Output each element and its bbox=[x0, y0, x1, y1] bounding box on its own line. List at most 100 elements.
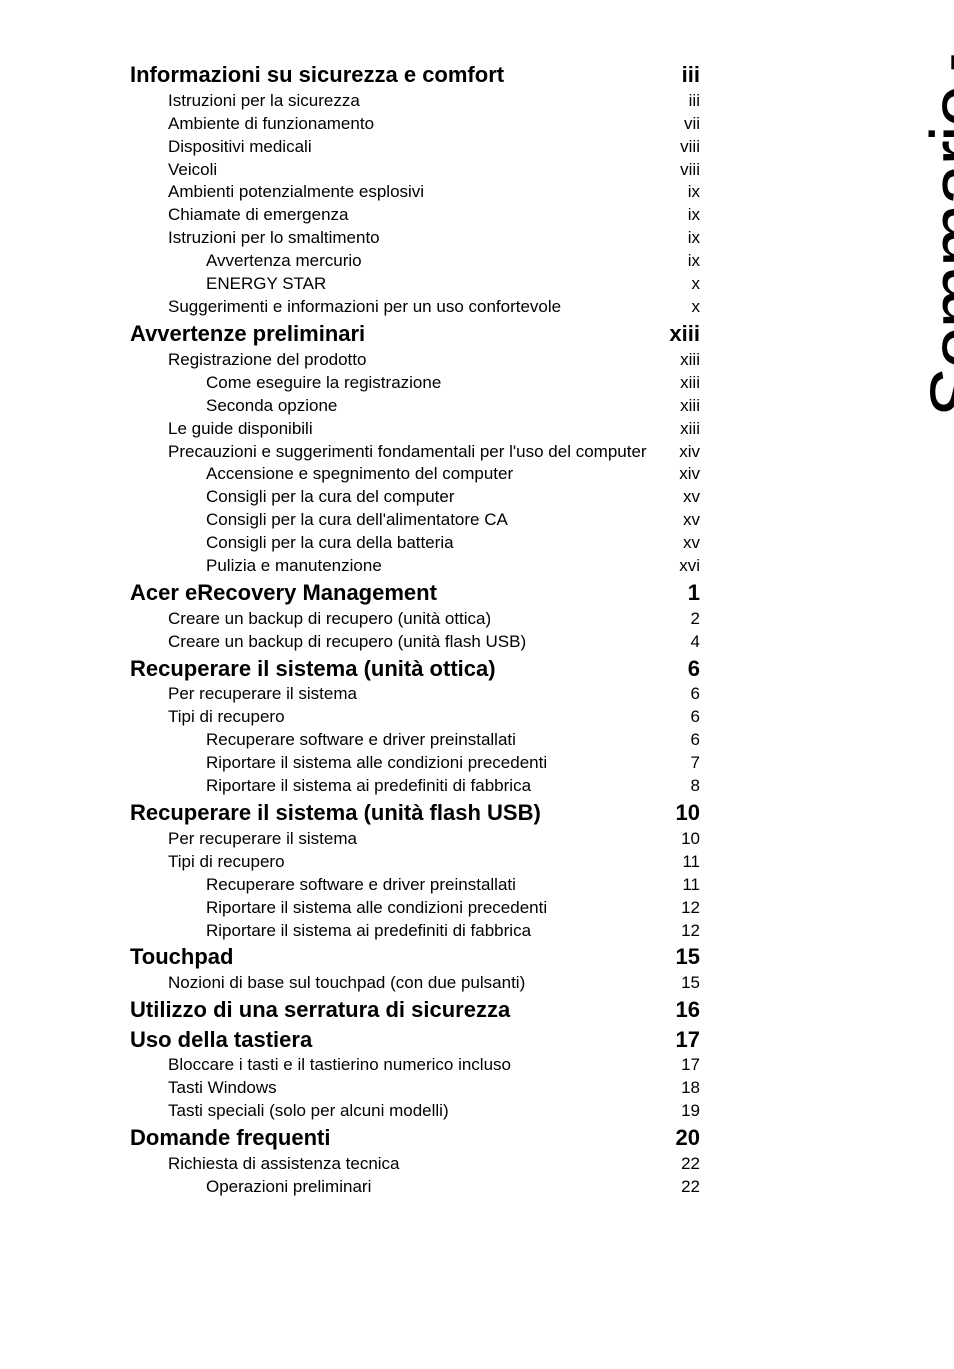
toc-entry-page: xiii bbox=[660, 418, 700, 441]
toc-entry[interactable]: Riportare il sistema alle condizioni pre… bbox=[130, 752, 700, 775]
toc-entry[interactable]: Domande frequenti20 bbox=[130, 1123, 700, 1153]
toc-entry[interactable]: Operazioni preliminari22 bbox=[130, 1176, 700, 1199]
toc-entry[interactable]: Uso della tastiera17 bbox=[130, 1025, 700, 1055]
toc-entry[interactable]: Chiamate di emergenzaix bbox=[130, 204, 700, 227]
toc-entry-page: 6 bbox=[660, 654, 700, 684]
toc-entry[interactable]: Creare un backup di recupero (unità flas… bbox=[130, 631, 700, 654]
toc-entry-title: Ambiente di funzionamento bbox=[168, 113, 660, 136]
toc-entry[interactable]: Come eseguire la registrazionexiii bbox=[130, 372, 700, 395]
toc-entry[interactable]: Ambiente di funzionamentovii bbox=[130, 113, 700, 136]
toc-entry-title: Creare un backup di recupero (unità otti… bbox=[168, 608, 660, 631]
toc-entry[interactable]: Tasti Windows18 bbox=[130, 1077, 700, 1100]
toc-entry-title: Consigli per la cura della batteria bbox=[206, 532, 660, 555]
toc-entry-page: 6 bbox=[660, 706, 700, 729]
toc-entry[interactable]: Seconda opzionexiii bbox=[130, 395, 700, 418]
toc-entry-page: 15 bbox=[660, 972, 700, 995]
toc-entry-title: Riportare il sistema ai predefiniti di f… bbox=[206, 775, 660, 798]
toc-entry[interactable]: Touchpad15 bbox=[130, 942, 700, 972]
toc-entry-title: Ambienti potenzialmente esplosivi bbox=[168, 181, 660, 204]
toc-entry[interactable]: Registrazione del prodottoxiii bbox=[130, 349, 700, 372]
toc-entry[interactable]: Acer eRecovery Management1 bbox=[130, 578, 700, 608]
toc-entry[interactable]: Bloccare i tasti e il tastierino numeric… bbox=[130, 1054, 700, 1077]
toc-entry[interactable]: Recuperare il sistema (unità ottica)6 bbox=[130, 654, 700, 684]
toc-entry-page: xiii bbox=[660, 395, 700, 418]
table-of-contents: Informazioni su sicurezza e comfortiiiIs… bbox=[130, 60, 700, 1199]
toc-entry[interactable]: Per recuperare il sistema10 bbox=[130, 828, 700, 851]
toc-entry[interactable]: Avvertenze preliminarixiii bbox=[130, 319, 700, 349]
toc-entry[interactable]: Istruzioni per la sicurezzaiii bbox=[130, 90, 700, 113]
toc-entry-page: 22 bbox=[660, 1153, 700, 1176]
toc-entry-page: xiii bbox=[660, 372, 700, 395]
side-title: Sommario bbox=[914, 55, 954, 417]
toc-entry[interactable]: Avvertenza mercurioix bbox=[130, 250, 700, 273]
toc-entry[interactable]: Richiesta di assistenza tecnica22 bbox=[130, 1153, 700, 1176]
toc-entry-page: 11 bbox=[660, 851, 700, 874]
toc-entry[interactable]: Creare un backup di recupero (unità otti… bbox=[130, 608, 700, 631]
toc-entry-title: Come eseguire la registrazione bbox=[206, 372, 660, 395]
toc-entry[interactable]: Accensione e spegnimento del computerxiv bbox=[130, 463, 700, 486]
toc-entry-page: 6 bbox=[660, 729, 700, 752]
toc-entry[interactable]: Recuperare software e driver preinstalla… bbox=[130, 874, 700, 897]
side-title-bullet-icon bbox=[951, 55, 954, 69]
toc-entry[interactable]: Dispositivi medicaliviii bbox=[130, 136, 700, 159]
toc-entry[interactable]: Recuperare software e driver preinstalla… bbox=[130, 729, 700, 752]
toc-entry-title: Riportare il sistema alle condizioni pre… bbox=[206, 752, 660, 775]
toc-entry-title: Accensione e spegnimento del computer bbox=[206, 463, 660, 486]
toc-entry-title: Creare un backup di recupero (unità flas… bbox=[168, 631, 660, 654]
toc-entry[interactable]: Consigli per la cura dell'alimentatore C… bbox=[130, 509, 700, 532]
toc-entry[interactable]: Informazioni su sicurezza e comfortiii bbox=[130, 60, 700, 90]
toc-entry-title: Veicoli bbox=[168, 159, 660, 182]
toc-entry[interactable]: Veicoliviii bbox=[130, 159, 700, 182]
toc-entry-page: 19 bbox=[660, 1100, 700, 1123]
toc-entry[interactable]: Riportare il sistema ai predefiniti di f… bbox=[130, 775, 700, 798]
toc-entry[interactable]: ENERGY STARx bbox=[130, 273, 700, 296]
toc-entry-page: viii bbox=[660, 136, 700, 159]
toc-entry-title: Precauzioni e suggerimenti fondamentali … bbox=[168, 441, 660, 464]
toc-entry-title: Istruzioni per lo smaltimento bbox=[168, 227, 660, 250]
side-title-text: Sommario bbox=[914, 87, 954, 417]
toc-entry-title: Operazioni preliminari bbox=[206, 1176, 660, 1199]
toc-entry-title: Tasti Windows bbox=[168, 1077, 660, 1100]
toc-entry-title: Chiamate di emergenza bbox=[168, 204, 660, 227]
toc-entry-page: 10 bbox=[660, 828, 700, 851]
toc-entry-page: xv bbox=[660, 532, 700, 555]
toc-entry-title: Uso della tastiera bbox=[130, 1025, 660, 1055]
toc-entry-page: ix bbox=[660, 204, 700, 227]
toc-entry-title: Tipi di recupero bbox=[168, 851, 660, 874]
toc-entry[interactable]: Riportare il sistema ai predefiniti di f… bbox=[130, 920, 700, 943]
toc-entry[interactable]: Utilizzo di una serratura di sicurezza16 bbox=[130, 995, 700, 1025]
toc-entry[interactable]: Consigli per la cura del computerxv bbox=[130, 486, 700, 509]
toc-entry-page: x bbox=[660, 273, 700, 296]
toc-entry[interactable]: Pulizia e manutenzionexvi bbox=[130, 555, 700, 578]
toc-entry[interactable]: Suggerimenti e informazioni per un uso c… bbox=[130, 296, 700, 319]
toc-entry-title: Riportare il sistema ai predefiniti di f… bbox=[206, 920, 660, 943]
toc-entry-page: ix bbox=[660, 250, 700, 273]
toc-entry[interactable]: Le guide disponibilixiii bbox=[130, 418, 700, 441]
toc-entry-title: Recuperare software e driver preinstalla… bbox=[206, 874, 660, 897]
toc-entry[interactable]: Tipi di recupero11 bbox=[130, 851, 700, 874]
toc-entry-page: 6 bbox=[660, 683, 700, 706]
toc-entry[interactable]: Tipi di recupero6 bbox=[130, 706, 700, 729]
toc-entry[interactable]: Precauzioni e suggerimenti fondamentali … bbox=[130, 441, 700, 464]
toc-entry[interactable]: Riportare il sistema alle condizioni pre… bbox=[130, 897, 700, 920]
toc-entry[interactable]: Consigli per la cura della batteriaxv bbox=[130, 532, 700, 555]
toc-entry-title: Per recuperare il sistema bbox=[168, 683, 660, 706]
toc-entry-title: Consigli per la cura del computer bbox=[206, 486, 660, 509]
toc-entry-title: Touchpad bbox=[130, 942, 660, 972]
toc-entry-page: xv bbox=[660, 486, 700, 509]
toc-entry-title: Richiesta di assistenza tecnica bbox=[168, 1153, 660, 1176]
toc-entry-page: 11 bbox=[660, 874, 700, 897]
toc-entry-title: ENERGY STAR bbox=[206, 273, 660, 296]
toc-entry-page: vii bbox=[660, 113, 700, 136]
toc-entry-page: xiii bbox=[660, 319, 700, 349]
toc-entry[interactable]: Per recuperare il sistema6 bbox=[130, 683, 700, 706]
toc-entry[interactable]: Istruzioni per lo smaltimentoix bbox=[130, 227, 700, 250]
toc-entry-page: x bbox=[660, 296, 700, 319]
toc-entry-page: ix bbox=[660, 181, 700, 204]
toc-entry[interactable]: Nozioni di base sul touchpad (con due pu… bbox=[130, 972, 700, 995]
toc-entry[interactable]: Recuperare il sistema (unità flash USB)1… bbox=[130, 798, 700, 828]
toc-entry[interactable]: Ambienti potenzialmente esplosiviix bbox=[130, 181, 700, 204]
toc-entry[interactable]: Tasti speciali (solo per alcuni modelli)… bbox=[130, 1100, 700, 1123]
toc-entry-page: 17 bbox=[660, 1025, 700, 1055]
toc-entry-title: Avvertenza mercurio bbox=[206, 250, 660, 273]
